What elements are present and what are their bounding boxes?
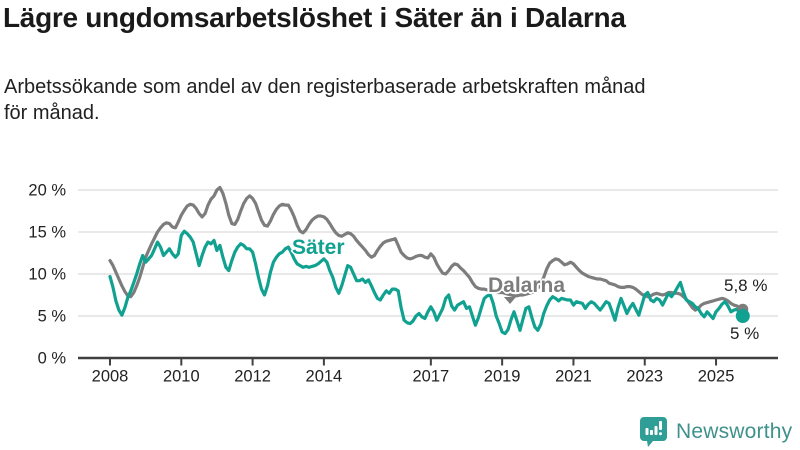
x-axis-label-2010: 2010 [163,368,200,386]
x-axis-label-2025: 2025 [698,368,735,386]
x-axis-label-2014: 2014 [306,368,343,386]
y-axis-label-20: 20 % [28,182,66,200]
y-axis-label-15: 15 % [28,224,66,242]
end-value-dalarna: 5,8 % [724,276,768,295]
y-axis-label-10: 10 % [28,266,66,284]
x-axis-label-2023: 2023 [626,368,663,386]
y-axis-label-5: 5 % [38,308,67,326]
newsworthy-logo: Newsworthy [639,416,792,448]
newsworthy-logo-text: Newsworthy [676,420,793,443]
page-title: Lägre ungdomsarbetslöshet i Säter än i D… [3,2,626,33]
x-axis-label-2008: 2008 [92,368,129,386]
series-line-säter [108,229,745,336]
end-value-sater: 5 % [730,324,760,343]
dalarna-caret-down-icon [504,297,516,304]
x-axis-label-2017: 2017 [412,368,449,386]
x-axis-label-2012: 2012 [234,368,271,386]
x-axis-label-2019: 2019 [484,368,521,386]
end-dot-säter [735,309,750,323]
series-label-sater: Säter [292,236,345,259]
y-axis-label-0: 0 % [38,350,67,368]
newsworthy-chart-bubble-icon [640,417,667,447]
x-axis-label-2021: 2021 [555,368,592,386]
series-line-dalarna [108,185,745,312]
series-label-dalarna: Dalarna [488,274,566,297]
chart-subtitle: Arbetssökande som andel av den registerb… [4,76,646,125]
